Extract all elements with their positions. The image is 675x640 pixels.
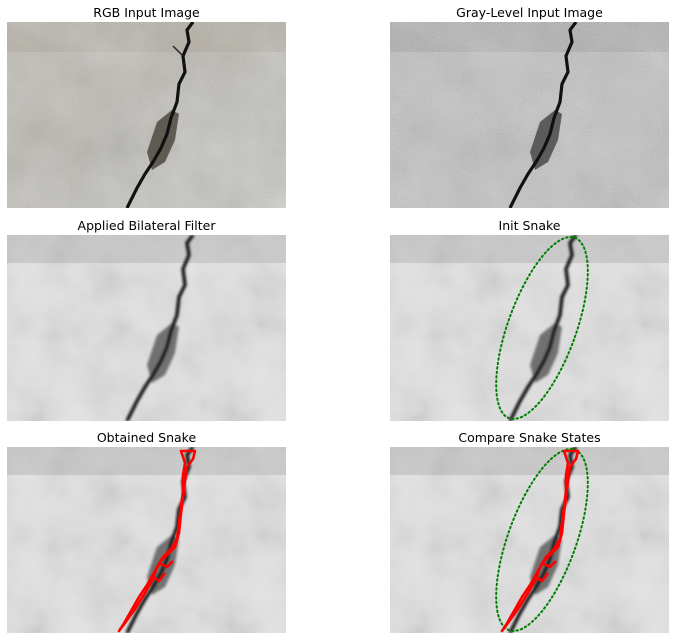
panel-compare-snake-states <box>390 447 669 633</box>
obtained-snake-contour <box>500 449 580 633</box>
rgb-concrete-crack-image <box>7 22 286 208</box>
crack-line <box>508 22 578 208</box>
title-obtained-snake: Obtained Snake <box>96 430 197 445</box>
init-snake-image <box>390 235 669 421</box>
obtained-snake-image <box>7 447 286 633</box>
title-gray-input: Gray-Level Input Image <box>456 5 603 20</box>
compare-snake-image <box>390 447 669 633</box>
panel-obtained-snake <box>7 447 286 633</box>
title-rgb-input: RGB Input Image <box>93 5 200 20</box>
title-compare-snake-states: Compare Snake States <box>458 430 601 445</box>
init-snake-ellipse <box>495 236 589 420</box>
title-bilateral-filter: Applied Bilateral Filter <box>77 218 216 233</box>
panel-init-snake <box>390 235 669 421</box>
crack-line <box>125 22 195 208</box>
title-init-snake: Init Snake <box>498 218 561 233</box>
panel-bilateral-filtered-image <box>7 235 286 421</box>
panel-rgb-input-image <box>7 22 286 208</box>
panel-gray-level-image <box>390 22 669 208</box>
obtained-snake-contour <box>117 449 197 633</box>
bilateral-filtered-image <box>7 235 286 421</box>
gray-concrete-crack-image <box>390 22 669 208</box>
